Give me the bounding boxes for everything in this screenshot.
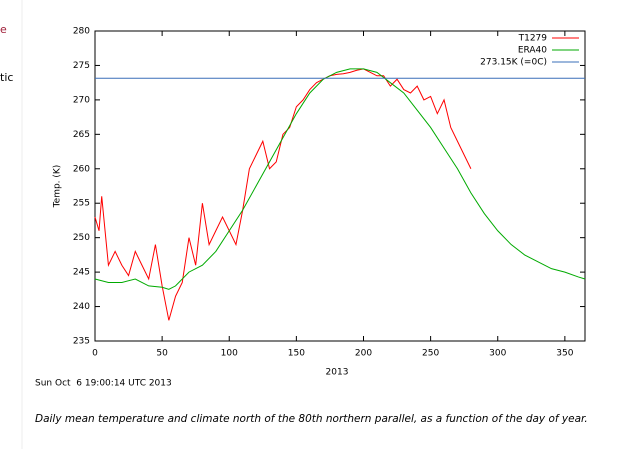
side-text: e: [0, 23, 7, 36]
legend-label: 273.15K (=0C): [480, 58, 547, 68]
x-tick-label: 100: [221, 349, 238, 359]
x-tick-label: 50: [156, 349, 168, 359]
legend-label: T1279: [518, 34, 548, 44]
y-tick-label: 275: [73, 61, 90, 71]
series-line: [94, 68, 472, 321]
timestamp: Sun Oct 6 19:00:14 UTC 2013: [35, 379, 172, 389]
y-tick-label: 255: [73, 199, 90, 209]
x-axis-label: 2013: [326, 368, 349, 378]
y-tick-label: 280: [73, 27, 90, 37]
x-tick-label: 350: [556, 349, 573, 359]
x-tick-label: 200: [355, 349, 372, 359]
y-tick-label: 240: [73, 302, 90, 312]
x-tick-label: 150: [288, 349, 305, 359]
x-tick-label: 300: [489, 349, 506, 359]
series-line: [94, 68, 586, 290]
plot-frame: [94, 30, 586, 342]
y-tick-label: 250: [73, 233, 90, 243]
y-tick-label: 270: [73, 95, 90, 105]
y-tick-label: 260: [73, 164, 90, 174]
side-text: tic: [0, 71, 13, 84]
y-tick-label: 265: [73, 130, 90, 140]
x-tick-label: 0: [92, 349, 98, 359]
y-tick-label: 235: [73, 337, 90, 347]
legend-label: ERA40: [518, 46, 547, 56]
y-tick-label: 245: [73, 268, 90, 278]
caption: Daily mean temperature and climate north…: [35, 413, 588, 425]
x-tick-label: 250: [422, 349, 439, 359]
y-axis-label: Temp. (K): [53, 165, 63, 209]
